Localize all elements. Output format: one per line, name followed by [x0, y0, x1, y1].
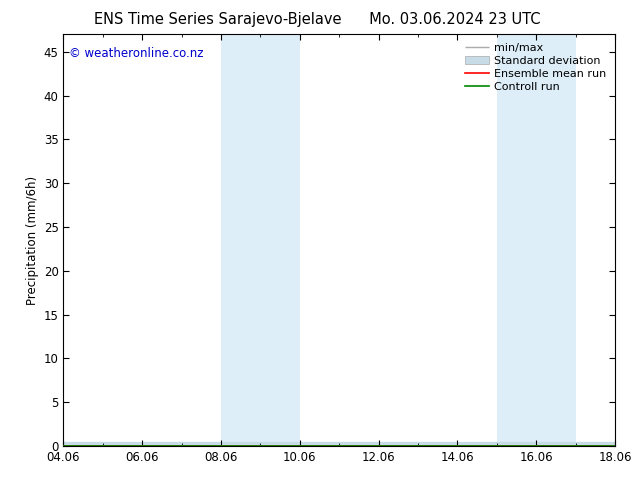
Y-axis label: Precipitation (mm/6h): Precipitation (mm/6h): [27, 175, 39, 305]
Bar: [497, 34, 576, 446]
Legend: min/max, Standard deviation, Ensemble mean run, Controll run: min/max, Standard deviation, Ensemble me…: [462, 40, 609, 95]
Text: © weatheronline.co.nz: © weatheronline.co.nz: [69, 47, 204, 60]
Bar: [221, 34, 300, 446]
Text: ENS Time Series Sarajevo-Bjelave      Mo. 03.06.2024 23 UTC: ENS Time Series Sarajevo-Bjelave Mo. 03.…: [94, 12, 540, 27]
